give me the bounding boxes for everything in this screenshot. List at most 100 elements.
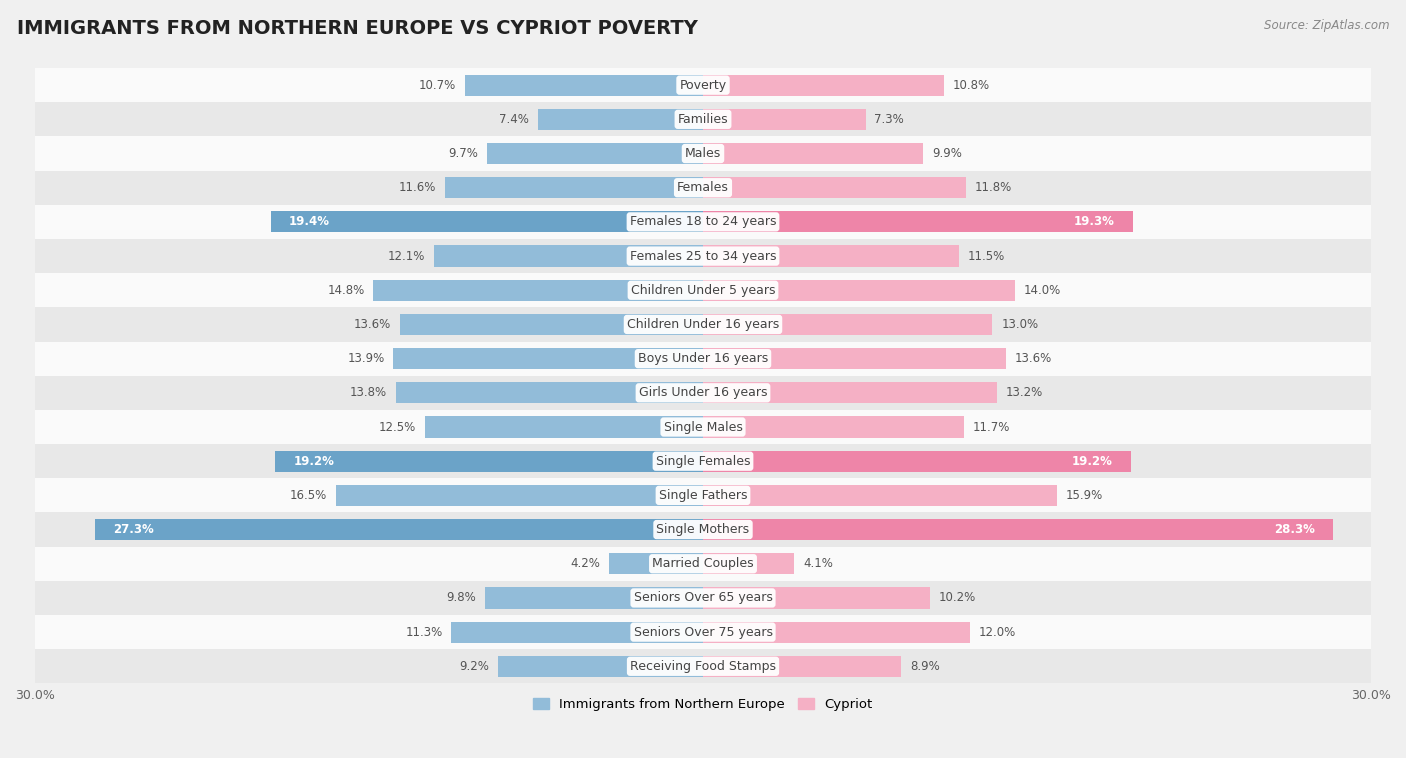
Bar xyxy=(703,177,966,199)
Text: 11.7%: 11.7% xyxy=(973,421,1010,434)
Bar xyxy=(35,102,1371,136)
Bar xyxy=(609,553,703,575)
Text: Single Mothers: Single Mothers xyxy=(657,523,749,536)
Text: Families: Families xyxy=(678,113,728,126)
Bar xyxy=(703,416,963,437)
Text: Children Under 16 years: Children Under 16 years xyxy=(627,318,779,331)
Bar xyxy=(485,587,703,609)
Bar xyxy=(703,211,1133,233)
Text: Seniors Over 65 years: Seniors Over 65 years xyxy=(634,591,772,604)
Text: Seniors Over 75 years: Seniors Over 75 years xyxy=(634,625,772,638)
Bar xyxy=(401,314,703,335)
Text: 16.5%: 16.5% xyxy=(290,489,326,502)
Bar xyxy=(35,478,1371,512)
Text: 13.6%: 13.6% xyxy=(1015,352,1052,365)
Bar xyxy=(465,74,703,96)
Bar xyxy=(271,211,703,233)
Bar xyxy=(35,205,1371,239)
Bar xyxy=(486,143,703,164)
Bar xyxy=(433,246,703,267)
Text: 11.8%: 11.8% xyxy=(974,181,1012,194)
Bar xyxy=(394,348,703,369)
Bar xyxy=(703,108,866,130)
Bar xyxy=(451,622,703,643)
Text: 9.2%: 9.2% xyxy=(460,659,489,673)
Bar xyxy=(538,108,703,130)
Text: Males: Males xyxy=(685,147,721,160)
Bar xyxy=(703,656,901,677)
Bar xyxy=(35,444,1371,478)
Text: Females: Females xyxy=(678,181,728,194)
Text: 7.4%: 7.4% xyxy=(499,113,529,126)
Bar xyxy=(35,171,1371,205)
Bar xyxy=(703,74,943,96)
Bar xyxy=(35,547,1371,581)
Text: 13.0%: 13.0% xyxy=(1001,318,1039,331)
Text: Receiving Food Stamps: Receiving Food Stamps xyxy=(630,659,776,673)
Text: 13.9%: 13.9% xyxy=(347,352,385,365)
Text: 4.1%: 4.1% xyxy=(803,557,834,570)
Text: Females 18 to 24 years: Females 18 to 24 years xyxy=(630,215,776,228)
Bar xyxy=(35,239,1371,273)
Text: 12.5%: 12.5% xyxy=(378,421,416,434)
Bar xyxy=(276,450,703,471)
Bar xyxy=(395,382,703,403)
Text: 8.9%: 8.9% xyxy=(910,659,939,673)
Text: Children Under 5 years: Children Under 5 years xyxy=(631,283,775,297)
Bar xyxy=(498,656,703,677)
Bar xyxy=(703,553,794,575)
Text: Single Females: Single Females xyxy=(655,455,751,468)
Text: Single Males: Single Males xyxy=(664,421,742,434)
Bar xyxy=(96,519,703,540)
Text: 9.7%: 9.7% xyxy=(449,147,478,160)
Text: Boys Under 16 years: Boys Under 16 years xyxy=(638,352,768,365)
Bar xyxy=(444,177,703,199)
Bar xyxy=(35,136,1371,171)
Text: 19.3%: 19.3% xyxy=(1074,215,1115,228)
Bar xyxy=(703,280,1015,301)
Text: 15.9%: 15.9% xyxy=(1066,489,1104,502)
Bar xyxy=(425,416,703,437)
Bar xyxy=(703,587,931,609)
Text: 19.4%: 19.4% xyxy=(288,215,330,228)
Text: Girls Under 16 years: Girls Under 16 years xyxy=(638,387,768,399)
Text: 12.0%: 12.0% xyxy=(979,625,1017,638)
Text: 28.3%: 28.3% xyxy=(1274,523,1316,536)
Bar xyxy=(703,143,924,164)
Text: 19.2%: 19.2% xyxy=(294,455,335,468)
Text: 10.7%: 10.7% xyxy=(419,79,456,92)
Text: 9.9%: 9.9% xyxy=(932,147,962,160)
Bar xyxy=(703,246,959,267)
Text: 14.8%: 14.8% xyxy=(328,283,364,297)
Bar xyxy=(703,622,970,643)
Bar xyxy=(35,410,1371,444)
Bar xyxy=(35,342,1371,376)
Text: 9.8%: 9.8% xyxy=(446,591,475,604)
Bar xyxy=(703,485,1057,506)
Text: 13.8%: 13.8% xyxy=(350,387,387,399)
Bar xyxy=(703,314,993,335)
Bar xyxy=(336,485,703,506)
Text: Females 25 to 34 years: Females 25 to 34 years xyxy=(630,249,776,262)
Text: Poverty: Poverty xyxy=(679,79,727,92)
Text: 14.0%: 14.0% xyxy=(1024,283,1062,297)
Text: 11.3%: 11.3% xyxy=(405,625,443,638)
Text: 12.1%: 12.1% xyxy=(387,249,425,262)
Text: Married Couples: Married Couples xyxy=(652,557,754,570)
Bar xyxy=(703,519,1333,540)
Text: Source: ZipAtlas.com: Source: ZipAtlas.com xyxy=(1264,19,1389,32)
Bar xyxy=(35,376,1371,410)
Bar xyxy=(703,382,997,403)
Text: 19.2%: 19.2% xyxy=(1071,455,1112,468)
Bar xyxy=(35,68,1371,102)
Bar xyxy=(35,273,1371,307)
Bar xyxy=(374,280,703,301)
Text: 27.3%: 27.3% xyxy=(112,523,153,536)
Legend: Immigrants from Northern Europe, Cypriot: Immigrants from Northern Europe, Cypriot xyxy=(533,697,873,711)
Text: 10.8%: 10.8% xyxy=(952,79,990,92)
Text: Single Fathers: Single Fathers xyxy=(659,489,747,502)
Bar xyxy=(35,615,1371,649)
Bar xyxy=(35,512,1371,547)
Bar xyxy=(35,307,1371,342)
Text: 11.6%: 11.6% xyxy=(398,181,436,194)
